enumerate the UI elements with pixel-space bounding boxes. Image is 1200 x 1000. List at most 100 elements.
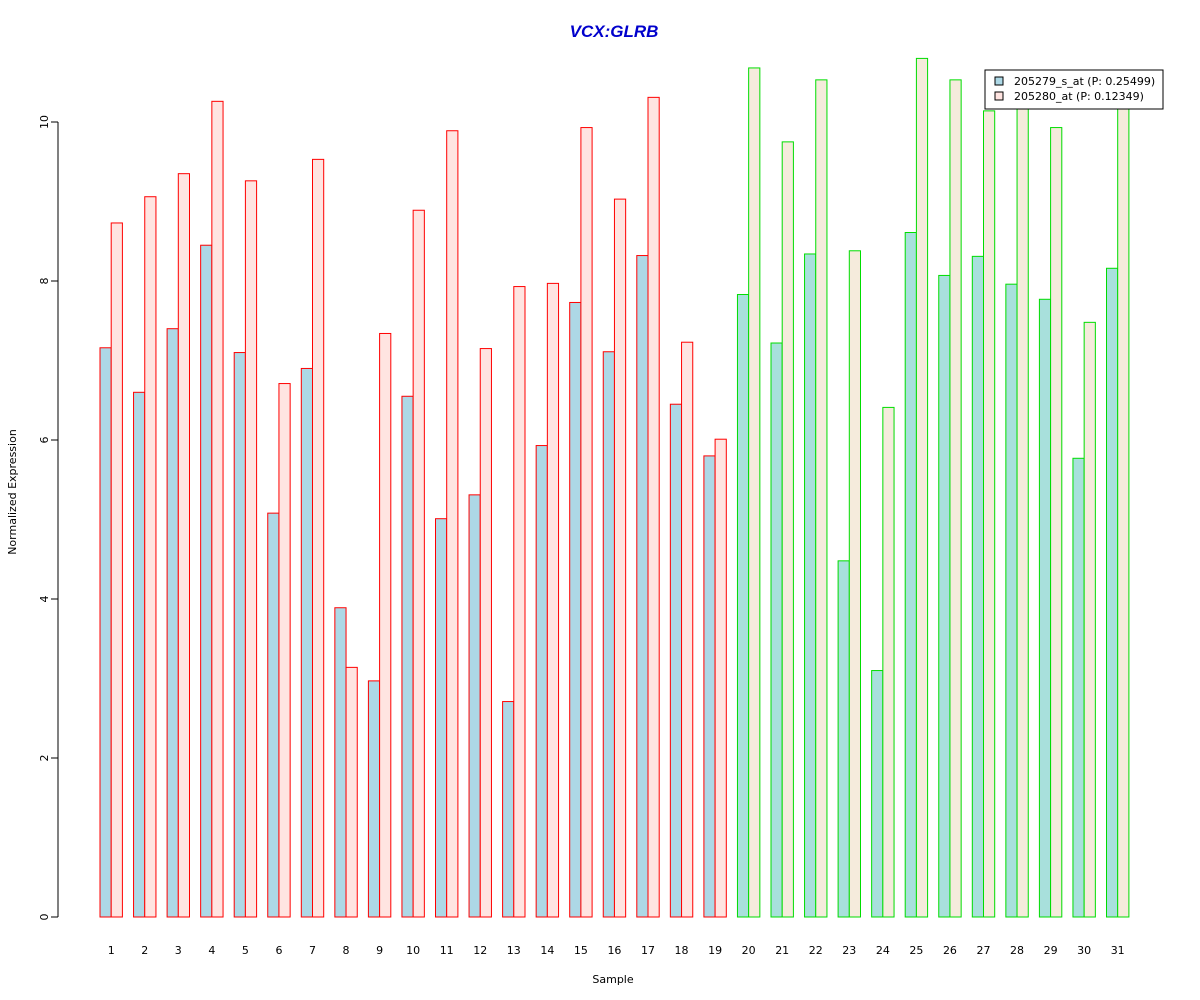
bar-series-2-sample-28 bbox=[1016, 105, 1029, 918]
x-tick-label: 3 bbox=[175, 944, 182, 957]
legend-swatch-series-2 bbox=[994, 91, 1004, 101]
legend-swatch-series-1 bbox=[994, 76, 1004, 86]
bar-series-1-sample-4 bbox=[200, 244, 213, 918]
bar-series-1-sample-7 bbox=[300, 367, 313, 918]
bar-series-1-sample-3 bbox=[166, 328, 179, 918]
bar-series-2-sample-25 bbox=[915, 57, 929, 918]
x-tick-label: 31 bbox=[1111, 944, 1125, 957]
x-tick-label: 11 bbox=[440, 944, 454, 957]
bar-series-1-sample-16 bbox=[602, 351, 615, 918]
bar-series-2-sample-26 bbox=[949, 79, 962, 918]
bar-series-2-sample-3 bbox=[177, 173, 191, 918]
bar-series-2-sample-22 bbox=[815, 79, 828, 918]
x-tick-label: 5 bbox=[242, 944, 249, 957]
bar-series-2-sample-6 bbox=[278, 383, 291, 918]
x-tick-label: 24 bbox=[876, 944, 890, 957]
bar-series-1-sample-10 bbox=[401, 395, 414, 918]
bar-series-1-sample-27 bbox=[971, 255, 984, 918]
bar-series-1-sample-20 bbox=[736, 294, 750, 918]
bar-series-1-sample-23 bbox=[837, 560, 850, 918]
bar-series-1-sample-22 bbox=[804, 253, 817, 918]
bar-series-1-sample-31 bbox=[1106, 267, 1119, 918]
x-tick-label: 1 bbox=[108, 944, 115, 957]
bar-series-1-sample-18 bbox=[669, 403, 683, 918]
x-tick-label: 14 bbox=[540, 944, 554, 957]
bar-series-2-sample-30 bbox=[1083, 321, 1096, 918]
bar-series-2-sample-15 bbox=[580, 127, 593, 918]
bar-series-2-sample-14 bbox=[546, 282, 560, 918]
x-tick-label: 12 bbox=[473, 944, 487, 957]
x-tick-label: 30 bbox=[1077, 944, 1091, 957]
y-axis: 0 2 4 6 8 10 bbox=[38, 115, 59, 921]
bar-series-2-sample-23 bbox=[848, 250, 861, 918]
x-tick-label: 6 bbox=[275, 944, 282, 957]
x-tick-label: 17 bbox=[641, 944, 655, 957]
bar-series-2-sample-17 bbox=[647, 96, 660, 918]
x-tick-labels: 1 2 3 4 5 6 7 8 9 10 11 12 13 14 15 16 17 18 19 20 21 22 23 24 2… bbox=[108, 944, 1125, 957]
bar-series-1-sample-1 bbox=[99, 347, 112, 918]
x-tick-label: 21 bbox=[775, 944, 789, 957]
y-tick-label: 8 bbox=[38, 278, 51, 285]
y-tick-label: 0 bbox=[38, 914, 51, 921]
bar-series-1-sample-6 bbox=[267, 512, 280, 918]
legend: 205279_s_at (P: 0.25499) 205280_at (P: 0… bbox=[984, 69, 1164, 110]
x-tick-label: 15 bbox=[574, 944, 588, 957]
x-tick-label: 19 bbox=[708, 944, 722, 957]
bar-series-2-sample-27 bbox=[983, 110, 996, 918]
bar-series-2-sample-12 bbox=[479, 348, 492, 918]
x-tick-label: 13 bbox=[507, 944, 521, 957]
x-tick-label: 26 bbox=[943, 944, 957, 957]
bar-series-1-sample-17 bbox=[636, 255, 649, 918]
x-tick-label: 7 bbox=[309, 944, 316, 957]
bar-series-1-sample-25 bbox=[904, 232, 917, 918]
y-tick-label: 6 bbox=[38, 437, 51, 444]
bar-series-2-sample-9 bbox=[379, 332, 392, 918]
y-tick-label: 10 bbox=[38, 115, 51, 129]
bar-series-2-sample-21 bbox=[781, 141, 794, 918]
bar-series-1-sample-13 bbox=[502, 701, 515, 918]
x-tick-label: 29 bbox=[1044, 944, 1058, 957]
bars bbox=[99, 57, 1130, 918]
bar-series-2-sample-24 bbox=[882, 406, 895, 918]
bar-series-2-sample-5 bbox=[244, 180, 258, 918]
bar-series-2-sample-8 bbox=[345, 666, 358, 918]
x-tick-label: 4 bbox=[208, 944, 215, 957]
legend-label-series-1: 205279_s_at (P: 0.25499) bbox=[1014, 75, 1155, 88]
bar-series-2-sample-20 bbox=[748, 67, 761, 918]
bar-series-2-sample-4 bbox=[211, 100, 224, 918]
bar-series-2-sample-18 bbox=[681, 341, 694, 918]
bar-series-1-sample-30 bbox=[1072, 457, 1085, 918]
x-tick-label: 28 bbox=[1010, 944, 1024, 957]
y-tick-label: 2 bbox=[38, 755, 51, 762]
bar-series-2-sample-19 bbox=[714, 438, 727, 918]
bar-series-1-sample-2 bbox=[133, 391, 146, 918]
x-tick-label: 9 bbox=[376, 944, 383, 957]
x-tick-label: 8 bbox=[343, 944, 350, 957]
bar-series-1-sample-29 bbox=[1038, 298, 1052, 918]
bar-series-2-sample-11 bbox=[446, 130, 459, 918]
bar-series-2-sample-10 bbox=[412, 209, 425, 918]
x-tick-label: 2 bbox=[141, 944, 148, 957]
legend-box bbox=[984, 69, 1164, 110]
bar-series-1-sample-24 bbox=[871, 670, 884, 918]
bar-series-1-sample-14 bbox=[535, 445, 548, 918]
x-axis-label: Sample bbox=[592, 973, 633, 986]
bar-series-1-sample-15 bbox=[569, 301, 582, 918]
bar-series-1-sample-12 bbox=[468, 494, 481, 918]
x-tick-label: 25 bbox=[909, 944, 923, 957]
bar-series-1-sample-28 bbox=[1005, 283, 1018, 918]
bar-series-2-sample-7 bbox=[312, 158, 325, 918]
bar-series-1-sample-5 bbox=[233, 352, 246, 918]
bar-series-1-sample-9 bbox=[367, 680, 381, 918]
y-axis-label: Normalized Expression bbox=[6, 429, 19, 555]
x-tick-label: 22 bbox=[809, 944, 823, 957]
bar-series-1-sample-11 bbox=[435, 518, 448, 918]
bar-series-2-sample-31 bbox=[1117, 105, 1130, 918]
chart-title: VCX:GLRB bbox=[570, 22, 659, 41]
bar-series-1-sample-21 bbox=[770, 342, 783, 918]
bar-series-2-sample-2 bbox=[144, 196, 157, 918]
x-tick-label: 18 bbox=[675, 944, 689, 957]
y-tick-label: 4 bbox=[38, 596, 51, 603]
x-tick-label: 23 bbox=[842, 944, 856, 957]
